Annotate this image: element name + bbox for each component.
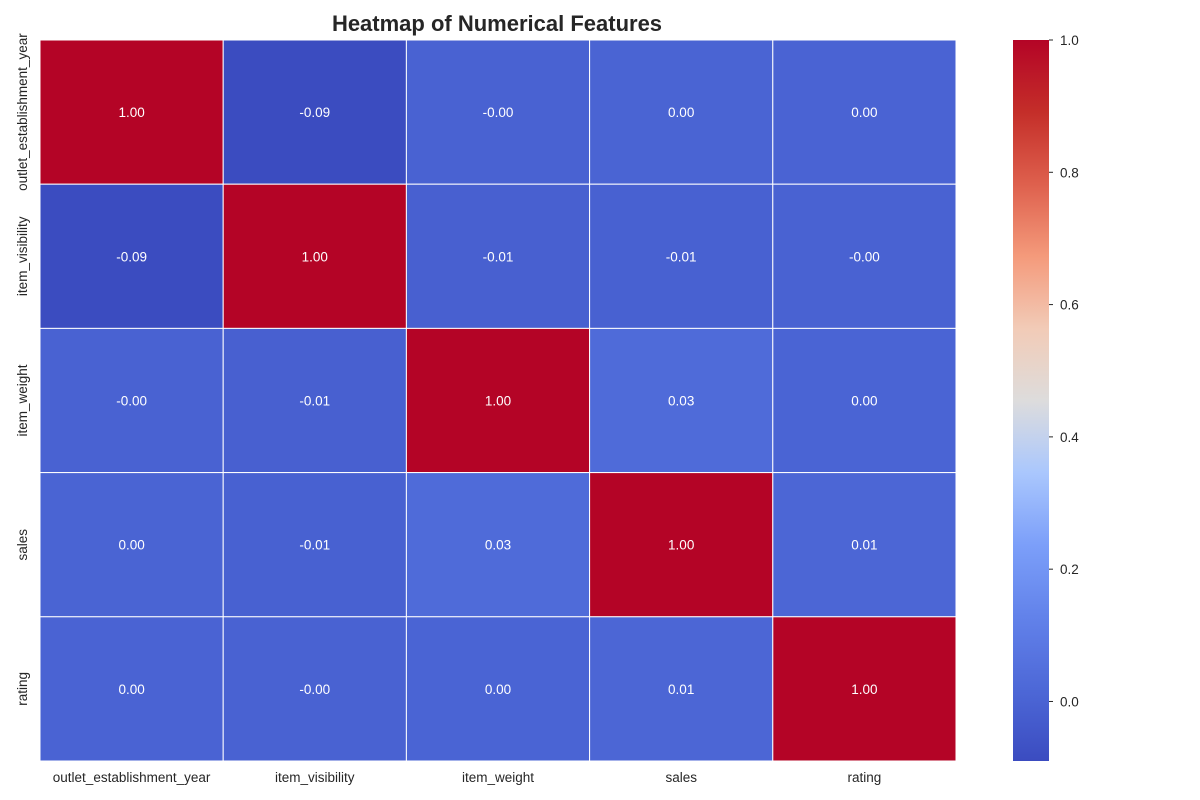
heatmap-cell-label: 1.00 <box>302 249 328 264</box>
heatmap-cell-label: 1.00 <box>118 105 144 120</box>
heatmap-cell-label: -0.01 <box>299 394 330 409</box>
colorbar-tick-label: 1.0 <box>1060 33 1079 48</box>
heatmap-cell <box>589 39 774 185</box>
x-tick-label: rating <box>848 770 882 785</box>
heatmap-cell-label: -0.01 <box>483 249 514 264</box>
colorbar-tick-label: 0.6 <box>1060 298 1079 313</box>
heatmap-cell-label: 0.00 <box>851 394 877 409</box>
heatmap-cell <box>772 327 957 474</box>
heatmap-cell-label: 0.01 <box>851 538 877 553</box>
heatmap-cell <box>39 39 224 185</box>
heatmap-cell <box>772 616 957 762</box>
heatmap-cell <box>222 327 407 474</box>
heatmap-cell <box>772 39 957 185</box>
heatmap-cell-label: -0.01 <box>666 249 697 264</box>
x-tick-label: item_weight <box>462 770 534 785</box>
heatmap-cell <box>222 39 407 185</box>
heatmap-cell-label: 0.00 <box>485 682 511 697</box>
x-tick-label: sales <box>665 770 697 785</box>
heatmap-cell-label: 0.00 <box>668 105 694 120</box>
heatmap-cell <box>772 472 957 618</box>
heatmap-cell <box>405 39 591 185</box>
heatmap-cell <box>39 472 224 618</box>
colorbar-tick-label: 0.8 <box>1060 165 1079 180</box>
y-tick-label: item_visibility <box>15 216 30 296</box>
heatmap-cells <box>39 39 957 762</box>
heatmap-cell-label: -0.00 <box>483 105 514 120</box>
heatmap-cell <box>405 183 591 329</box>
heatmap-cell-label: 0.03 <box>485 538 511 553</box>
heatmap-cell <box>589 472 774 618</box>
heatmap-cell-label: -0.09 <box>299 105 330 120</box>
colorbar-gradient <box>1013 40 1049 761</box>
x-tick-label: item_visibility <box>275 770 355 785</box>
y-tick-label: item_weight <box>15 364 30 436</box>
heatmap-cell-label: -0.00 <box>116 394 147 409</box>
heatmap-cell <box>772 183 957 329</box>
heatmap-cell-label: 1.00 <box>851 682 877 697</box>
heatmap-cell-label: 1.00 <box>668 538 694 553</box>
heatmap-cell-label: -0.00 <box>299 682 330 697</box>
heatmap-cell-label: -0.09 <box>116 249 147 264</box>
heatmap-cell <box>222 472 407 618</box>
heatmap-cell-label: 0.00 <box>118 538 144 553</box>
colorbar-tick-label: 0.0 <box>1060 694 1079 709</box>
heatmap-cell-label: 1.00 <box>485 394 511 409</box>
heatmap-cell <box>589 327 774 474</box>
heatmap-cell-label: 0.00 <box>851 105 877 120</box>
x-axis-tick-labels: outlet_establishment_year item_visibility… <box>53 770 881 785</box>
x-tick-label: outlet_establishment_year <box>53 770 211 785</box>
heatmap-cell-labels: 1.00 -0.09 -0.00 0.00 0.00 -0.09 1.00 -0.01 -0.0… <box>116 105 880 697</box>
heatmap-cell <box>39 183 224 329</box>
heatmap-cell-label: -0.01 <box>299 538 330 553</box>
y-tick-label: rating <box>15 672 30 706</box>
heatmap-cell <box>222 616 407 762</box>
chart-title: Heatmap of Numerical Features <box>332 11 662 36</box>
colorbar-tick-label: 0.4 <box>1060 430 1079 445</box>
y-axis-tick-labels: outlet_establishment_year item_visibility… <box>15 33 30 706</box>
heatmap-cell-label: -0.00 <box>849 249 880 264</box>
heatmap-cell <box>405 327 591 474</box>
heatmap-cell <box>405 616 591 762</box>
heatmap-cell-label: 0.01 <box>668 682 694 697</box>
colorbar-tick-label: 0.2 <box>1060 562 1079 577</box>
y-tick-label: sales <box>15 529 30 561</box>
heatmap-cell <box>222 183 407 329</box>
y-tick-label: outlet_establishment_year <box>15 33 30 191</box>
heatmap-cell <box>405 472 591 618</box>
colorbar: 0.0 0.2 0.4 0.6 0.8 1.0 <box>1013 33 1079 761</box>
heatmap-cell-label: 0.03 <box>668 394 694 409</box>
heatmap-cell-label: 0.00 <box>118 682 144 697</box>
heatmap-cell <box>39 616 224 762</box>
